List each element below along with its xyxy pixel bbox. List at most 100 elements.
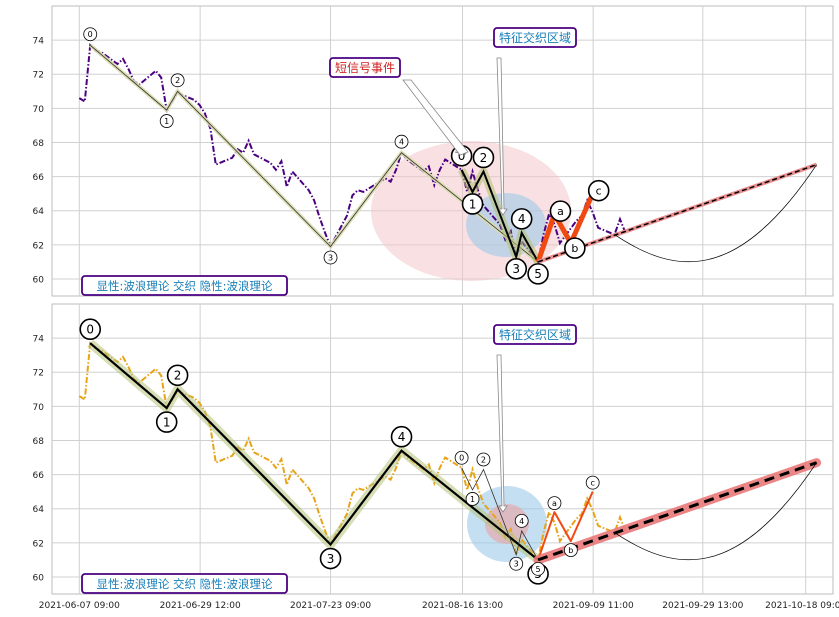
theory-annotation: 显性:波浪理论 交织 隐性:波浪理论 xyxy=(96,577,273,591)
y-tick-label: 60 xyxy=(33,275,45,285)
abc-wave-label-circle xyxy=(585,475,600,490)
main-wave-label: 4 xyxy=(398,430,406,444)
y-tick-label: 62 xyxy=(33,241,44,251)
main-wave-label-circle xyxy=(166,364,189,387)
sub-wave-label-circle xyxy=(527,263,549,285)
sub-wave-label-circle xyxy=(472,146,495,169)
main-wave-label: 2 xyxy=(175,76,180,85)
sub-wave-label: 3 xyxy=(512,262,520,276)
y-tick-label: 70 xyxy=(33,403,45,413)
intersect-annotation: 特征交织区域 xyxy=(499,327,571,342)
main-wave-label-circle xyxy=(390,425,413,448)
main-wave-label-circle xyxy=(79,318,102,341)
abc-wave-label: a xyxy=(552,499,557,508)
main-wave-label: 1 xyxy=(163,415,171,429)
main-wave-label-circle xyxy=(323,250,338,265)
short-signal-annotation: 短信号事件 xyxy=(335,61,395,75)
sub-wave-label: 0 xyxy=(458,149,466,163)
sub-wave-label-circle xyxy=(505,257,528,280)
y-tick-label: 74 xyxy=(33,335,45,345)
x-tick-label: 2021-06-29 12:00 xyxy=(160,601,241,611)
sub-wave-label: 0 xyxy=(459,454,464,463)
sub-wave-line xyxy=(461,467,539,561)
sub-wave-label: 5 xyxy=(534,267,542,281)
intersect-arrow xyxy=(496,354,508,513)
sub-wave-label: 1 xyxy=(470,495,475,504)
sub-wave-label: 3 xyxy=(514,560,519,569)
y-tick-label: 64 xyxy=(33,505,45,515)
main-wave-label-circle xyxy=(170,73,185,88)
intersect-zone-inner xyxy=(485,504,529,544)
main-wave-label-circle xyxy=(155,411,178,433)
y-tick-label: 72 xyxy=(33,369,44,379)
main-wave-label: 4 xyxy=(399,138,404,147)
sub-wave-label-circle xyxy=(476,452,491,467)
abc-wave-label-circle xyxy=(547,496,562,511)
sub-wave-label: 2 xyxy=(480,151,488,165)
theory-annotation-box xyxy=(81,573,288,594)
sub-wave-label-circle xyxy=(465,492,480,506)
y-tick-label: 60 xyxy=(33,573,45,583)
y-tick-label: 64 xyxy=(33,207,45,217)
sub-wave-label: 2 xyxy=(481,455,486,464)
theory-annotation-box xyxy=(81,275,288,296)
main-wave-label: 1 xyxy=(164,117,169,126)
abc-wave-label-circle xyxy=(563,543,578,558)
abc-wave-label: b xyxy=(568,546,573,555)
intersect-annotation: 特征交织区域 xyxy=(499,30,571,45)
intersect-annotation-box xyxy=(493,27,577,48)
abc-wave-label: b xyxy=(571,242,578,255)
main-wave-label-circle xyxy=(394,134,409,149)
y-tick-label: 66 xyxy=(33,173,45,183)
y-tick-label: 74 xyxy=(33,37,45,47)
sub-wave-label: 1 xyxy=(469,197,477,211)
main-wave-line xyxy=(89,44,539,263)
x-tick-label: 2021-09-29 13:00 xyxy=(662,601,743,611)
main-wave-label: 0 xyxy=(86,323,94,337)
y-tick-label: 68 xyxy=(33,139,45,149)
abc-wave-line xyxy=(535,192,595,263)
projection-arc xyxy=(614,462,817,561)
sub-wave-line xyxy=(460,169,539,263)
x-axis: 2021-06-07 09:00 2021-06-29 12:00 2021-07-… xyxy=(39,601,839,611)
sub-wave-label: 4 xyxy=(518,212,526,226)
sub-wave-label: 5 xyxy=(536,565,541,574)
sub-wave-label: 4 xyxy=(519,517,524,526)
sub-wave-label-circle xyxy=(510,208,533,230)
main-wave-line xyxy=(89,342,539,561)
main-wave-label-circle xyxy=(83,27,98,42)
sub-wave-label-circle xyxy=(531,561,545,576)
abc-wave-label-circle xyxy=(549,200,572,222)
x-tick-label: 2021-10-18 09:00 xyxy=(765,601,839,611)
theory-annotation: 显性:波浪理论 交织 隐性:波浪理论 xyxy=(96,279,273,293)
abc-wave-label-circle xyxy=(587,179,610,202)
x-tick-label: 2021-06-07 09:00 xyxy=(39,601,120,611)
abc-wave-line xyxy=(537,491,594,561)
short-signal-arrow-body xyxy=(402,79,469,156)
main-wave-label: 3 xyxy=(328,253,333,262)
y-tick-label: 72 xyxy=(33,71,44,81)
abc-wave-label: c xyxy=(596,185,602,198)
short-signal-annotation-box xyxy=(329,57,401,78)
sub-wave-label-circle xyxy=(509,556,524,571)
main-wave-label-circle xyxy=(159,114,174,128)
abc-wave-label: c xyxy=(590,479,594,488)
intersect-annotation-box xyxy=(493,324,577,345)
main-wave-label: 0 xyxy=(88,30,93,39)
top-panel: 6062646668707274012345012345abc短信号事件特征交织… xyxy=(33,5,834,297)
sub-wave-label-circle xyxy=(461,193,484,215)
x-tick-label: 2021-09-09 11:00 xyxy=(553,601,634,611)
x-tick-label: 2021-07-23 09:00 xyxy=(290,601,371,611)
y-tick-label: 62 xyxy=(33,539,44,549)
y-tick-label: 70 xyxy=(33,105,45,115)
main-wave-label-circle xyxy=(319,547,342,570)
main-wave-label: 2 xyxy=(174,369,182,383)
sub-wave-label-circle xyxy=(514,513,529,528)
main-wave-label: 3 xyxy=(327,552,335,566)
projection-arc xyxy=(614,164,817,263)
bottom-panel: 6062646668707274012345012345abc特征交织区域显性:… xyxy=(33,303,834,595)
sub-wave-label-circle xyxy=(454,450,469,465)
y-tick-label: 66 xyxy=(33,471,45,481)
x-tick-label: 2021-08-16 13:00 xyxy=(422,601,503,611)
